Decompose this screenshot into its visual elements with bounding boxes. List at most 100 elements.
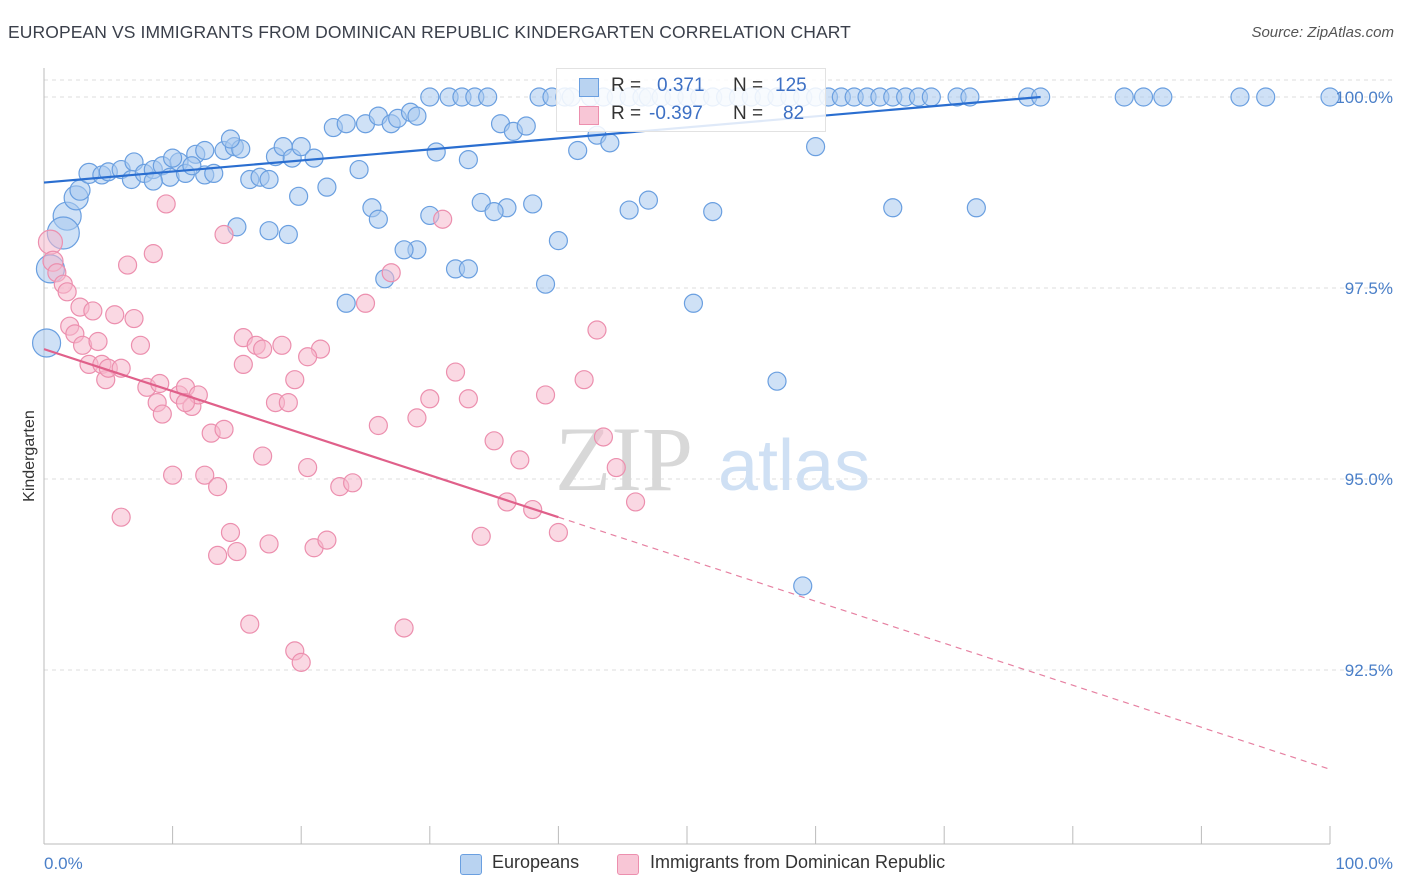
point-dominican <box>272 335 292 355</box>
watermark-zip: ZIP <box>555 408 693 510</box>
point-dominican <box>355 293 376 313</box>
point-european <box>703 202 723 222</box>
point-dominican <box>625 492 646 512</box>
x-tick-label: 100.0% <box>1335 854 1393 873</box>
legend-swatch-pink <box>579 106 599 125</box>
point-dominican <box>240 614 260 634</box>
legend-label-europeans: Europeans <box>492 852 580 872</box>
point-dominican <box>111 507 131 527</box>
point-dominican <box>124 308 144 329</box>
watermark: ZIP atlas <box>555 408 870 510</box>
point-european <box>1114 87 1134 107</box>
legend-swatch-europeans <box>460 854 482 875</box>
point-dominican <box>484 431 504 451</box>
point-european <box>220 129 241 149</box>
trend-line-europeans <box>43 95 1041 184</box>
point-dominican <box>105 305 125 325</box>
point-dominican <box>407 408 427 428</box>
point-european <box>278 224 298 245</box>
point-dominican <box>143 244 163 264</box>
watermark-atlas: atlas <box>718 426 870 506</box>
point-european <box>163 148 183 168</box>
legend-n-value: 125 <box>775 75 807 96</box>
x-tick-labels: 0.0% 100.0% <box>44 854 1393 873</box>
point-european <box>259 221 279 241</box>
point-european <box>793 576 813 596</box>
point-dominican <box>394 618 414 638</box>
point-dominican <box>214 419 234 439</box>
point-dominican <box>253 339 273 359</box>
point-dominican <box>510 450 530 470</box>
point-dominican <box>458 389 478 409</box>
point-dominican <box>163 465 183 485</box>
point-dominican <box>117 255 138 275</box>
point-european <box>336 293 356 313</box>
point-european <box>195 140 215 161</box>
point-european <box>317 177 337 197</box>
legend-row-dominican: R = -0.397 N = 82 <box>557 101 825 129</box>
point-european <box>349 159 369 180</box>
stats-legend: R = 0.371 N = 125 R = -0.397 N = 82 <box>556 68 826 132</box>
y-tick-label: 95.0% <box>1345 470 1393 489</box>
point-european <box>458 150 478 170</box>
point-dominican <box>471 526 491 546</box>
point-european <box>523 194 543 214</box>
point-dominican <box>433 209 453 229</box>
legend-n-value: 82 <box>783 103 805 124</box>
point-european <box>336 114 356 134</box>
legend-n-label: N = <box>733 75 764 96</box>
legend-r-value: 0.371 <box>657 75 705 96</box>
point-european <box>394 240 414 260</box>
point-european <box>291 137 311 157</box>
point-dominican <box>208 545 228 566</box>
point-dominican <box>420 389 440 409</box>
y-tick-label: 100.0% <box>1335 88 1393 107</box>
point-dominican <box>57 282 77 302</box>
point-dominican <box>208 477 228 497</box>
point-dominican <box>152 404 172 424</box>
point-dominican <box>445 362 466 382</box>
point-dominican <box>298 457 318 478</box>
point-european <box>143 171 163 191</box>
point-european <box>1320 87 1340 107</box>
point-european <box>426 142 446 162</box>
grid-lines <box>44 79 1392 671</box>
point-dominican <box>298 347 318 367</box>
axes <box>43 68 1331 845</box>
point-european <box>921 87 941 107</box>
point-dominican <box>227 541 247 562</box>
point-european <box>1256 87 1276 107</box>
point-european <box>568 140 588 161</box>
point-european <box>516 116 536 136</box>
point-dominican <box>606 457 626 478</box>
point-european <box>259 169 279 190</box>
point-european <box>600 133 620 153</box>
point-european <box>548 231 569 251</box>
point-dominican <box>175 393 196 413</box>
legend-label-dominican: Immigrants from Dominican Republic <box>650 852 946 872</box>
point-dominican <box>278 393 298 413</box>
chart-title: EUROPEAN VS IMMIGRANTS FROM DOMINICAN RE… <box>8 22 851 42</box>
point-dominican <box>574 370 594 390</box>
point-european <box>767 371 787 391</box>
point-european <box>960 87 980 107</box>
point-european <box>966 198 986 218</box>
point-european <box>683 293 704 313</box>
legend-swatch-dominican <box>617 854 639 875</box>
point-european <box>805 137 826 157</box>
point-european <box>1153 87 1173 107</box>
x-tick-label: 0.0% <box>44 854 83 873</box>
data-points <box>31 87 1340 672</box>
series-legend: Europeans Immigrants from Dominican Repu… <box>0 850 1406 880</box>
point-european <box>1133 87 1154 107</box>
point-dominican <box>37 229 64 255</box>
point-dominican <box>253 446 273 466</box>
point-dominican <box>593 427 614 447</box>
point-dominican <box>259 534 279 554</box>
point-european <box>1230 87 1250 107</box>
legend-r-value: -0.397 <box>649 103 703 124</box>
trend-line-dominican-extension <box>558 516 1331 770</box>
y-tick-label: 97.5% <box>1345 279 1393 298</box>
point-dominican <box>587 320 607 340</box>
